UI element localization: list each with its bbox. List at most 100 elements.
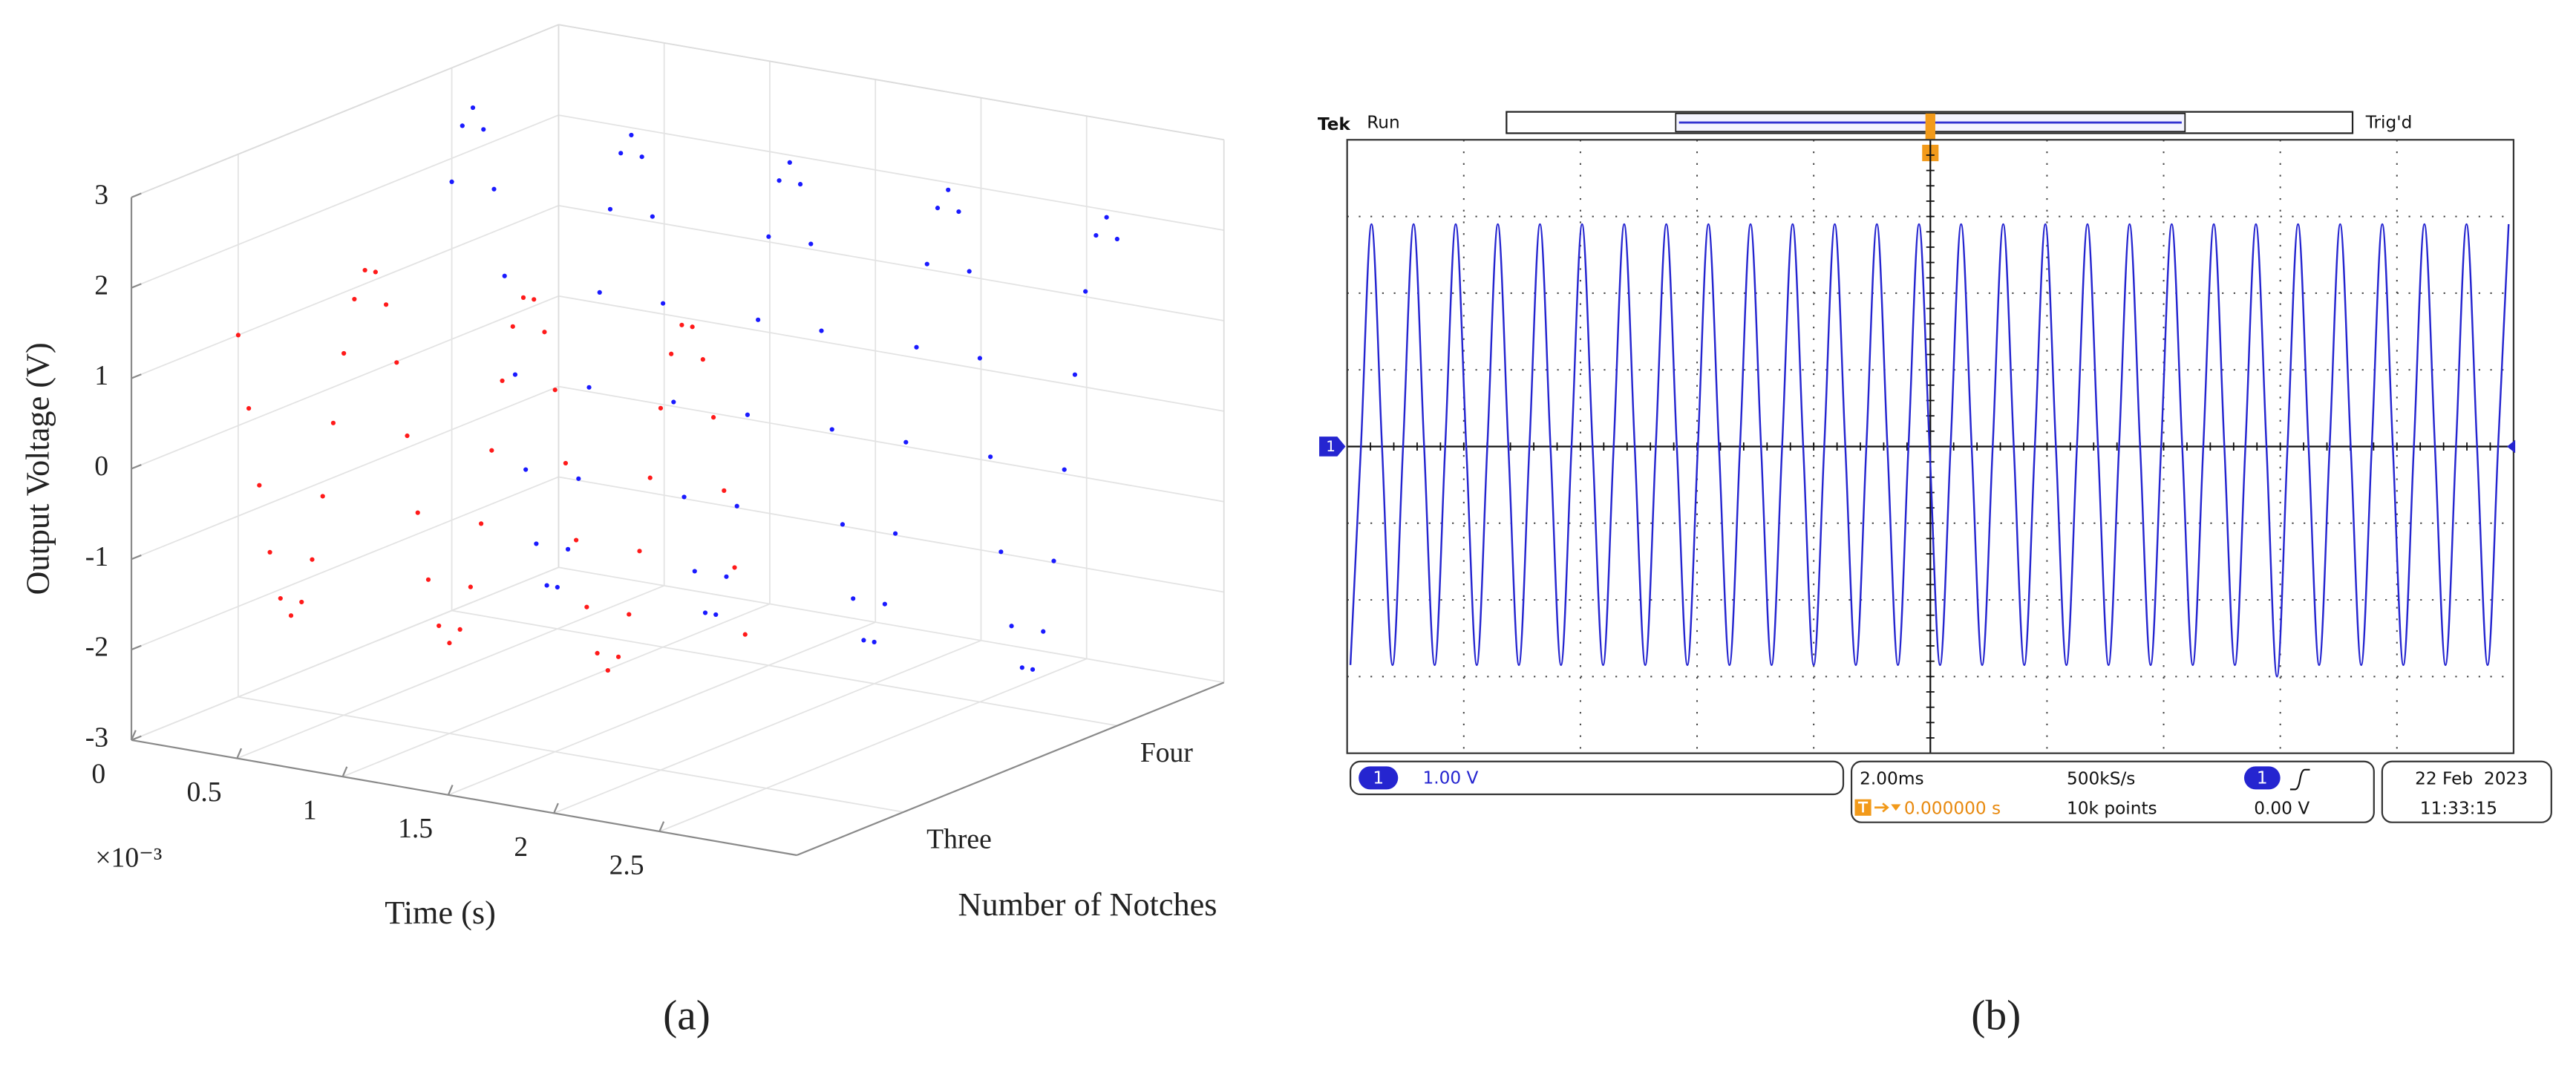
data-point	[341, 350, 347, 356]
grid-line	[659, 658, 1088, 832]
data-point	[544, 583, 549, 588]
trigger-level: 0.00 V	[2254, 798, 2309, 818]
grid-line	[558, 385, 1224, 503]
data-point	[586, 385, 592, 390]
data-point	[797, 182, 803, 187]
grid-line	[131, 566, 559, 741]
data-point	[914, 344, 919, 350]
data-point	[1030, 667, 1036, 672]
data-point	[1019, 665, 1024, 670]
data-point	[661, 301, 666, 306]
grid-line	[131, 385, 559, 560]
x-tick	[341, 766, 348, 777]
data-point	[563, 460, 569, 466]
trigger-level-marker	[2507, 439, 2516, 454]
waveform	[1349, 223, 2510, 678]
data-point	[468, 584, 473, 589]
data-point	[658, 405, 664, 411]
data-point	[425, 577, 431, 582]
grid-line	[131, 295, 559, 470]
x-tick	[447, 785, 454, 796]
data-point	[310, 557, 315, 562]
trigger-caret	[1891, 804, 1901, 811]
data-point	[447, 641, 452, 646]
data-point	[647, 475, 653, 480]
x-tick-label: 0	[91, 758, 105, 789]
box-edge	[131, 24, 559, 198]
data-point	[734, 503, 739, 509]
x-tick-label: 1.5	[398, 813, 433, 844]
x-axis-label: Time (s)	[385, 895, 496, 931]
x-axis-line	[131, 739, 797, 857]
trigger-marker	[1922, 113, 1939, 162]
grid-line	[451, 609, 1117, 727]
data-point	[681, 494, 687, 500]
channel-ground-label: 1	[1326, 438, 1336, 455]
data-point	[449, 179, 454, 185]
sample-rate: 500kS/s	[2067, 769, 2135, 789]
vertical-scale: 1.00 V	[1422, 768, 1478, 788]
grid-line	[131, 476, 559, 650]
data-point	[576, 476, 581, 481]
data-point	[1051, 558, 1056, 563]
channel-box	[1349, 760, 1845, 796]
z-tick	[131, 644, 142, 651]
data-point	[998, 549, 1004, 555]
z-tick-label: -2	[85, 632, 108, 663]
panel-a: Output Voltage (V) Time (s) ×10⁻³ Number…	[19, 24, 1225, 1039]
data-point	[1094, 232, 1099, 238]
x-tick-label: 2.5	[609, 849, 644, 880]
data-point	[692, 569, 697, 574]
data-point	[671, 399, 676, 405]
channel-number: 1	[1373, 768, 1384, 788]
data-point	[702, 610, 708, 615]
data-point	[500, 378, 505, 384]
data-point	[552, 388, 558, 393]
grid-line	[558, 476, 1224, 593]
data-point	[532, 297, 537, 302]
grid-line	[558, 566, 1224, 684]
data-point	[320, 494, 325, 499]
data-point	[460, 123, 465, 128]
data-point	[510, 324, 515, 329]
data-point	[946, 187, 951, 192]
data-point	[977, 356, 983, 361]
data-point	[478, 521, 484, 526]
data-point	[988, 454, 993, 460]
acq-state: Run	[1367, 113, 1400, 133]
grid-line	[131, 114, 559, 289]
data-point	[362, 267, 367, 273]
data-point	[851, 596, 856, 601]
z-tick	[131, 373, 142, 379]
panel-label: (b)	[1971, 993, 2021, 1039]
data-point	[819, 328, 824, 333]
x-tick-label: 1	[303, 795, 317, 826]
timebase: 2.00ms	[1860, 769, 1923, 789]
z-tick-label: -3	[85, 722, 108, 753]
data-point	[288, 613, 294, 618]
data-point	[732, 565, 737, 570]
data-point	[742, 632, 748, 637]
data-point	[1083, 289, 1088, 294]
data-point	[1062, 467, 1067, 472]
record-length: 10k points	[2067, 798, 2157, 818]
y-tick-label: Four	[1140, 737, 1194, 768]
data-point	[246, 406, 252, 411]
data-point	[470, 105, 476, 111]
data-point	[1114, 236, 1119, 242]
data-point	[639, 154, 644, 160]
data-point	[840, 522, 846, 527]
x-tick-label: 2	[514, 831, 528, 863]
grid-line	[558, 114, 1224, 232]
data-point	[299, 599, 304, 605]
trigger-arrow-2	[1874, 802, 1889, 813]
data-point	[523, 467, 529, 472]
data-point	[710, 415, 716, 420]
trigger-state: Trig'd	[2365, 113, 2413, 133]
channel-ground-tag	[1319, 437, 1346, 457]
data-point	[595, 650, 600, 656]
data-point	[882, 601, 887, 607]
brand: Tek	[1318, 114, 1350, 134]
